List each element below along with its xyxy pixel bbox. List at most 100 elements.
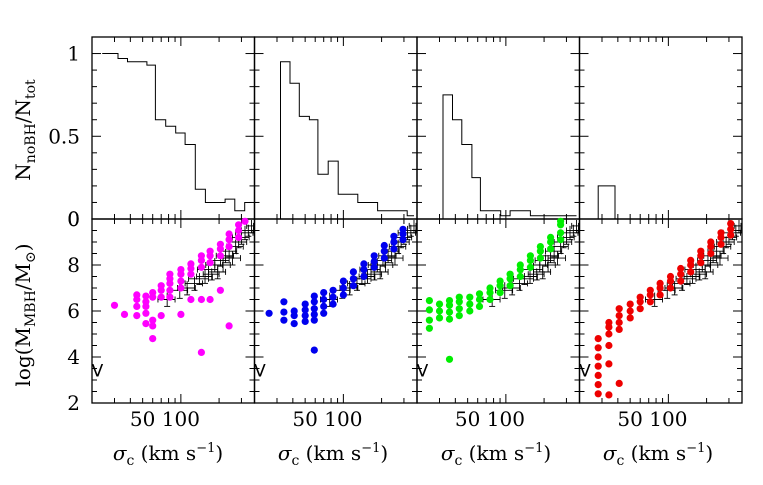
- data-point: [320, 295, 328, 304]
- data-point: [133, 291, 141, 299]
- data-point: [656, 291, 664, 299]
- data-point: [110, 301, 119, 309]
- data-point: [496, 277, 504, 285]
- data-point: [399, 225, 407, 233]
- data-point: [636, 305, 644, 313]
- data-point: [727, 231, 735, 239]
- data-point: [166, 286, 174, 294]
- top-y-tick-label: 1: [67, 42, 80, 66]
- histogram-panel-frame: [416, 36, 581, 220]
- data-point: [557, 229, 565, 237]
- data-point: [526, 252, 535, 260]
- data-point: [717, 229, 725, 237]
- data-point: [547, 233, 555, 241]
- data-point: [177, 277, 185, 285]
- data-point: [677, 270, 685, 278]
- data-point: [646, 298, 654, 306]
- data-point: [445, 355, 454, 363]
- data-point: [380, 254, 388, 262]
- data-point: [466, 307, 474, 315]
- data-point: [594, 390, 602, 398]
- data-point: [677, 264, 685, 273]
- data-point: [225, 322, 233, 330]
- histograms: [102, 53, 739, 220]
- data-point: [310, 316, 318, 324]
- data-point: [142, 292, 150, 300]
- data-point: [486, 284, 494, 292]
- data-point: [206, 247, 214, 255]
- data-point: [280, 298, 288, 306]
- data-point: [707, 249, 715, 258]
- data-point: [687, 256, 695, 264]
- data-point: [390, 245, 398, 253]
- data-point: [697, 247, 705, 255]
- data-point: [280, 316, 288, 324]
- data-point: [399, 236, 407, 244]
- data-point: [241, 217, 249, 225]
- x-tick-label: 100: [324, 407, 362, 431]
- upper-limit-marker: V: [579, 362, 591, 382]
- data-point: [120, 310, 129, 318]
- data-point: [360, 266, 368, 274]
- data-point: [425, 324, 433, 332]
- data-point: [142, 298, 150, 306]
- data-point: [216, 240, 224, 248]
- histogram-panel-frame: [91, 36, 256, 220]
- histogram-panel-frame: [578, 36, 743, 220]
- top-y-tick-label: 0.5: [48, 124, 80, 148]
- data-point: [225, 243, 233, 251]
- data-point: [157, 282, 165, 290]
- upper-limit-marker: V: [254, 362, 266, 382]
- data-point: [149, 322, 157, 330]
- data-point: [615, 305, 623, 313]
- data-point: [557, 217, 565, 225]
- data-point: [142, 320, 150, 328]
- data-point: [445, 308, 454, 316]
- data-point: [380, 241, 388, 250]
- data-point: [280, 308, 288, 316]
- data-point: [197, 263, 205, 271]
- data-point: [339, 284, 347, 292]
- data-point: [235, 233, 243, 241]
- bottom-y-tick-label: 8: [67, 253, 80, 277]
- data-point: [615, 312, 623, 320]
- data-point: [310, 298, 318, 306]
- data-point: [320, 289, 328, 297]
- data-point: [290, 320, 298, 328]
- data-point: [646, 286, 654, 294]
- data-point: [435, 314, 444, 322]
- data-point: [626, 314, 634, 322]
- data-point: [370, 252, 378, 260]
- x-tick-label: 100: [487, 407, 525, 431]
- data-point: [166, 293, 174, 301]
- data-point: [149, 316, 157, 324]
- data-point: [496, 289, 504, 297]
- top-y-axis-label: NnoBH/Ntot: [11, 79, 39, 181]
- x-tick-label: 50: [292, 407, 317, 431]
- data-point: [435, 307, 444, 315]
- data-point: [605, 341, 613, 350]
- data-point: [216, 252, 224, 260]
- data-point: [666, 284, 675, 292]
- bottom-y-tick-label: 6: [67, 299, 80, 323]
- data-point: [636, 293, 644, 301]
- data-point: [177, 266, 185, 274]
- data-point: [290, 307, 298, 315]
- x-tick-label: 50: [455, 407, 480, 431]
- x-tick-label: 50: [130, 407, 155, 431]
- data-point: [615, 325, 623, 333]
- data-point: [320, 302, 328, 310]
- data-point: [197, 348, 205, 356]
- data-point: [301, 306, 309, 314]
- data-point: [615, 318, 623, 327]
- data-point: [349, 268, 357, 276]
- data-point: [339, 291, 347, 299]
- data-point: [197, 252, 205, 260]
- data-point: [360, 260, 368, 268]
- top-y-tick-label: 0: [67, 207, 80, 231]
- data-point: [594, 344, 602, 352]
- data-point: [475, 302, 484, 310]
- x-tick-label: 100: [162, 407, 200, 431]
- data-point: [594, 335, 602, 343]
